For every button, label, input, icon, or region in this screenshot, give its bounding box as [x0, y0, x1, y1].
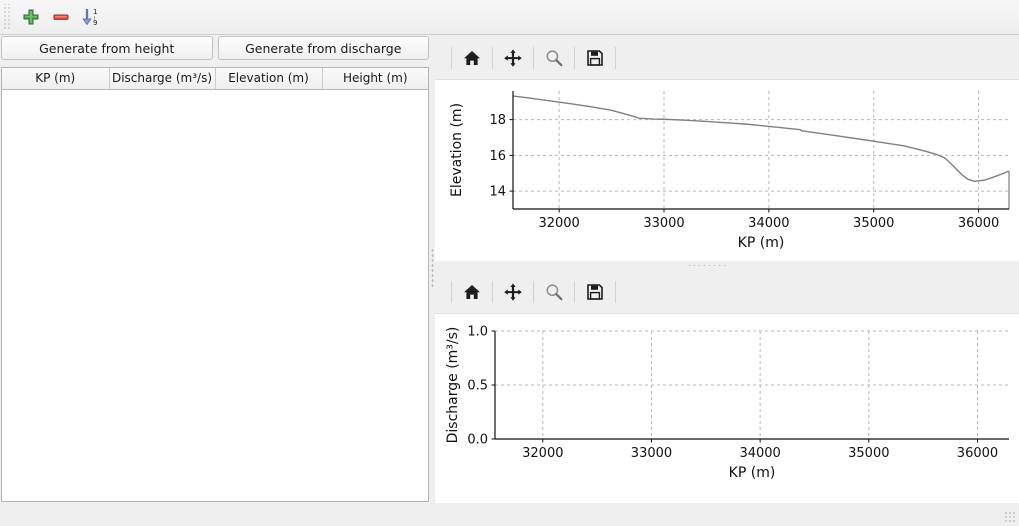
profile-table[interactable]: KP (m) Discharge (m³/s) Elevation (m) He…	[1, 67, 429, 502]
home-icon[interactable]	[456, 276, 488, 308]
elevation-plot-navbar	[435, 36, 1019, 80]
svg-text:1: 1	[93, 8, 97, 16]
navbar-divider	[451, 46, 452, 69]
svg-text:35000: 35000	[853, 216, 894, 231]
elevation-chart-canvas[interactable]: 32000 33000 34000 35000 36000 14 16 18 KP (m) Ele…	[435, 80, 1019, 261]
sort-ascending-icon[interactable]: 1 9	[76, 2, 106, 32]
svg-text:Discharge (m³/s): Discharge (m³/s)	[445, 327, 461, 444]
discharge-chart-svg: 32000 33000 34000 35000 36000 0.0 0.5 1.0 KP (m)…	[445, 325, 1009, 481]
svg-text:33000: 33000	[643, 216, 684, 231]
table-pane: Generate from height Generate from disch…	[0, 36, 430, 503]
toolbar-drag-handle[interactable]	[3, 4, 12, 30]
navbar-divider	[492, 46, 493, 69]
elevation-plot-panel: 32000 33000 34000 35000 36000 14 16 18 KP (m) Ele…	[435, 36, 1019, 261]
svg-text:35000: 35000	[848, 446, 889, 461]
svg-text:36000: 36000	[958, 216, 999, 231]
navbar-divider	[615, 280, 616, 303]
zoom-icon[interactable]	[538, 276, 570, 308]
table-header-row: KP (m) Discharge (m³/s) Elevation (m) He…	[2, 68, 428, 90]
discharge-chart-canvas[interactable]: 32000 33000 34000 35000 36000 0.0 0.5 1.0 KP (m)…	[435, 314, 1019, 502]
save-icon[interactable]	[579, 42, 611, 74]
svg-text:9: 9	[93, 19, 97, 27]
remove-row-icon[interactable]	[46, 2, 76, 32]
navbar-divider	[574, 280, 575, 303]
discharge-plot-navbar	[435, 270, 1019, 314]
svg-text:34000: 34000	[748, 216, 789, 231]
generate-from-height-button[interactable]: Generate from height	[1, 36, 213, 60]
svg-text:1.0: 1.0	[467, 325, 488, 340]
svg-text:32000: 32000	[522, 446, 563, 461]
status-bar	[0, 503, 1019, 526]
svg-text:Elevation (m): Elevation (m)	[449, 103, 465, 197]
svg-text:14: 14	[489, 185, 506, 200]
column-header-discharge[interactable]: Discharge (m³/s)	[109, 68, 216, 90]
svg-text:0.0: 0.0	[467, 433, 488, 448]
main-toolbar: 1 9	[0, 0, 1019, 35]
svg-text:KP (m): KP (m)	[738, 235, 785, 251]
horizontal-splitter[interactable]	[435, 261, 1019, 270]
generate-button-row: Generate from height Generate from disch…	[0, 36, 430, 62]
save-icon[interactable]	[579, 276, 611, 308]
navbar-divider	[574, 46, 575, 69]
svg-text:18: 18	[489, 113, 506, 128]
column-header-kp[interactable]: KP (m)	[2, 68, 110, 90]
svg-text:0.5: 0.5	[467, 379, 488, 394]
navbar-divider	[451, 280, 452, 303]
navbar-divider	[533, 46, 534, 69]
window-resize-grip[interactable]	[1004, 511, 1017, 524]
pan-icon[interactable]	[497, 42, 529, 74]
column-header-height[interactable]: Height (m)	[322, 68, 428, 90]
zoom-icon[interactable]	[538, 42, 570, 74]
navbar-divider	[533, 280, 534, 303]
svg-text:16: 16	[489, 149, 506, 164]
svg-text:33000: 33000	[631, 446, 672, 461]
splitter-grip	[687, 264, 727, 267]
home-icon[interactable]	[456, 42, 488, 74]
navbar-divider	[615, 46, 616, 69]
splitter-grip	[431, 248, 434, 288]
pan-icon[interactable]	[497, 276, 529, 308]
svg-text:34000: 34000	[739, 446, 780, 461]
svg-text:36000: 36000	[957, 446, 998, 461]
add-row-icon[interactable]	[16, 2, 46, 32]
discharge-plot-panel: 32000 33000 34000 35000 36000 0.0 0.5 1.0 KP (m)…	[435, 270, 1019, 503]
vertical-splitter[interactable]	[430, 36, 435, 526]
svg-text:KP (m): KP (m)	[729, 465, 776, 481]
column-header-elevation[interactable]: Elevation (m)	[215, 68, 323, 90]
generate-from-discharge-button[interactable]: Generate from discharge	[217, 36, 429, 60]
svg-text:32000: 32000	[538, 216, 579, 231]
plots-pane: 32000 33000 34000 35000 36000 14 16 18 KP (m) Ele…	[435, 36, 1019, 503]
elevation-chart-svg: 32000 33000 34000 35000 36000 14 16 18 KP (m) Ele…	[449, 91, 1010, 251]
navbar-divider	[492, 280, 493, 303]
